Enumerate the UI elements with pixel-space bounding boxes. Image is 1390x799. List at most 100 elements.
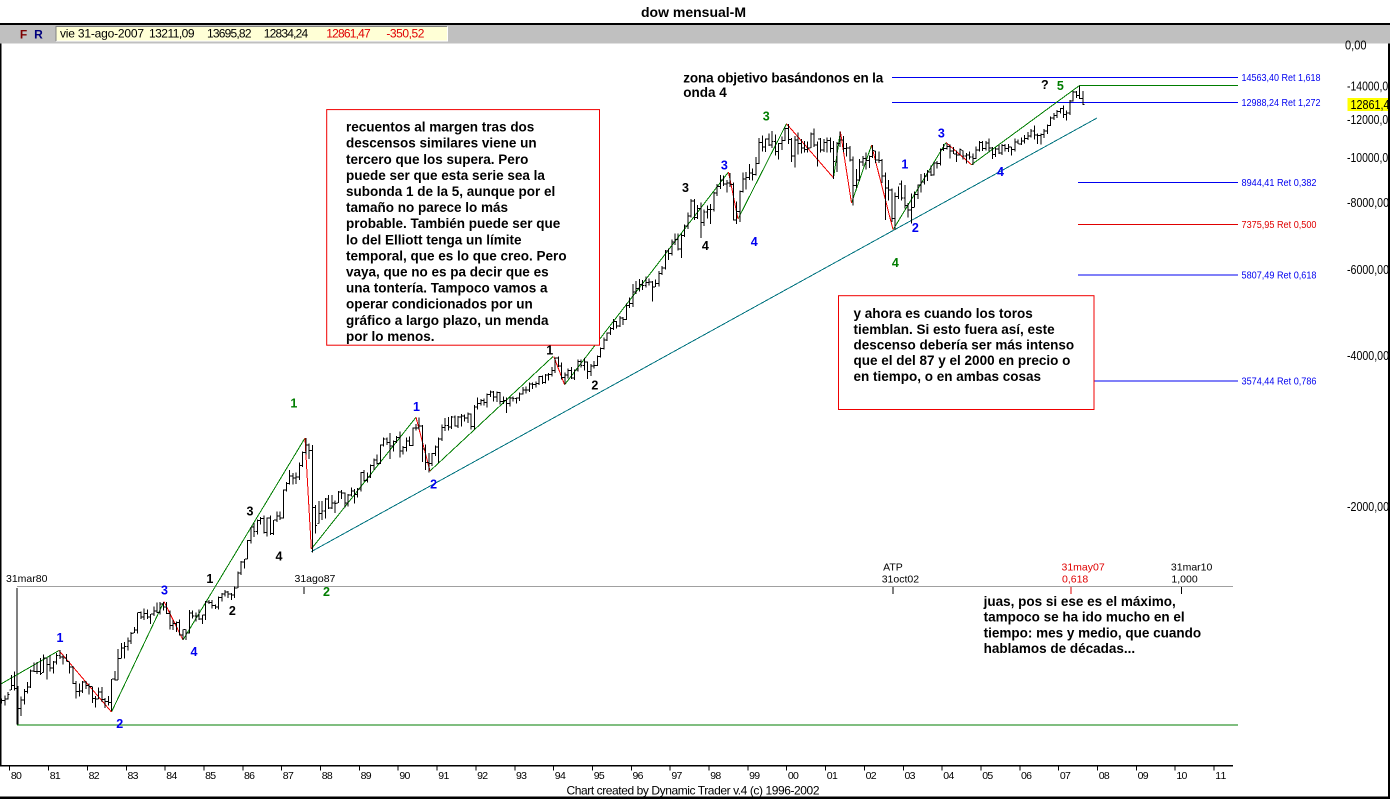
svg-text:31may07: 31may07 bbox=[1062, 562, 1105, 574]
svg-text:12988,24 Ret 1,272: 12988,24 Ret 1,272 bbox=[1242, 98, 1321, 109]
svg-text:tercero que los supera. Pero: tercero que los supera. Pero bbox=[346, 152, 528, 167]
svg-text:14563,40 Ret 1,618: 14563,40 Ret 1,618 bbox=[1242, 73, 1321, 84]
svg-text:4: 4 bbox=[702, 239, 709, 253]
svg-text:R: R bbox=[34, 28, 43, 42]
svg-text:4: 4 bbox=[892, 256, 899, 270]
svg-text:08: 08 bbox=[1099, 770, 1110, 782]
svg-text:2: 2 bbox=[430, 478, 437, 492]
svg-text:07: 07 bbox=[1060, 770, 1071, 782]
svg-text:5807,49 Ret 0,618: 5807,49 Ret 0,618 bbox=[1242, 271, 1317, 282]
svg-text:4: 4 bbox=[276, 549, 283, 563]
svg-text:temporal, que es lo que creo.: temporal, que es lo que creo. Pero bbox=[346, 248, 567, 263]
svg-text:descenso debería ser más inten: descenso debería ser más intenso bbox=[854, 338, 1075, 353]
svg-text:tamaño no parece lo más: tamaño no parece lo más bbox=[346, 200, 508, 215]
svg-text:90: 90 bbox=[399, 770, 410, 782]
svg-text:-8000,00: -8000,00 bbox=[1347, 195, 1389, 210]
svg-text:-2000,00: -2000,00 bbox=[1347, 499, 1389, 514]
svg-text:83: 83 bbox=[128, 770, 139, 782]
svg-text:84: 84 bbox=[166, 770, 177, 782]
svg-text:una tontería. Tampoco vamos a: una tontería. Tampoco vamos a bbox=[346, 281, 548, 296]
svg-text:que el del 87 y el 2000 en pre: que el del 87 y el 2000 en precio o bbox=[854, 353, 1071, 368]
svg-text:3: 3 bbox=[682, 181, 689, 195]
svg-text:1: 1 bbox=[206, 572, 213, 586]
svg-text:onda 4: onda 4 bbox=[683, 85, 727, 100]
svg-text:31mar80: 31mar80 bbox=[6, 573, 48, 585]
svg-text:descensos similares viene un: descensos similares viene un bbox=[346, 136, 537, 151]
svg-text:2: 2 bbox=[912, 221, 919, 235]
svg-text:4: 4 bbox=[191, 645, 198, 659]
svg-text:3: 3 bbox=[247, 505, 254, 519]
svg-text:13211,09: 13211,09 bbox=[149, 27, 195, 41]
svg-text:lo del Elliott tenga un límite: lo del Elliott tenga un límite bbox=[346, 232, 522, 247]
svg-text:2: 2 bbox=[323, 585, 330, 599]
svg-text:hablamos de décadas...: hablamos de décadas... bbox=[984, 641, 1136, 656]
svg-text:85: 85 bbox=[205, 770, 216, 782]
svg-text:13695,82: 13695,82 bbox=[207, 27, 252, 41]
svg-text:gráfico a largo plazo, un mend: gráfico a largo plazo, un menda bbox=[346, 313, 549, 328]
svg-text:en tiempo, o en ambas cosas: en tiempo, o en ambas cosas bbox=[854, 369, 1042, 384]
svg-text:y ahora es cuando los toros: y ahora es cuando los toros bbox=[854, 306, 1033, 321]
svg-text:96: 96 bbox=[633, 770, 644, 782]
svg-text:1,000: 1,000 bbox=[1171, 574, 1197, 586]
svg-text:5: 5 bbox=[1057, 79, 1064, 93]
svg-text:89: 89 bbox=[361, 770, 372, 782]
svg-text:1: 1 bbox=[901, 157, 908, 171]
svg-text:recuentos al margen tras dos: recuentos al margen tras dos bbox=[346, 120, 534, 135]
svg-text:0,00: 0,00 bbox=[1345, 38, 1367, 53]
svg-text:11: 11 bbox=[1215, 770, 1226, 782]
svg-text:03: 03 bbox=[905, 770, 916, 782]
svg-text:-10000,00: -10000,00 bbox=[1347, 150, 1390, 165]
svg-text:operar condicionados por un: operar condicionados por un bbox=[346, 297, 533, 312]
svg-text:-14000,00: -14000,00 bbox=[1347, 79, 1390, 94]
svg-text:3: 3 bbox=[938, 127, 945, 141]
svg-text:8944,41 Ret 0,382: 8944,41 Ret 0,382 bbox=[1242, 178, 1317, 189]
svg-text:12861,47: 12861,47 bbox=[326, 27, 371, 41]
svg-text:3: 3 bbox=[721, 159, 728, 173]
svg-text:2: 2 bbox=[591, 379, 598, 393]
svg-text:tampoco se ha ido mucho en el: tampoco se ha ido mucho en el bbox=[984, 610, 1185, 625]
svg-text:7375,95 Ret 0,500: 7375,95 Ret 0,500 bbox=[1242, 220, 1317, 231]
svg-text:31mar10: 31mar10 bbox=[1171, 562, 1213, 574]
svg-text:subonda 1 de la 5, aunque por: subonda 1 de la 5, aunque por el bbox=[346, 184, 555, 199]
svg-text:dow mensual-M: dow mensual-M bbox=[641, 4, 746, 20]
svg-text:80: 80 bbox=[11, 770, 22, 782]
svg-text:?: ? bbox=[1041, 78, 1049, 92]
svg-text:87: 87 bbox=[283, 770, 294, 782]
svg-text:3574,44 Ret 0,786: 3574,44 Ret 0,786 bbox=[1242, 377, 1317, 388]
svg-text:-350,52: -350,52 bbox=[386, 27, 424, 41]
svg-text:puede ser que esta serie sea l: puede ser que esta serie sea la bbox=[346, 168, 545, 183]
svg-text:04: 04 bbox=[943, 770, 954, 782]
svg-text:31ago87: 31ago87 bbox=[295, 573, 336, 585]
svg-text:4: 4 bbox=[997, 165, 1004, 179]
svg-text:vie 31-ago-2007: vie 31-ago-2007 bbox=[60, 27, 144, 41]
svg-text:09: 09 bbox=[1138, 770, 1149, 782]
svg-text:91: 91 bbox=[438, 770, 449, 782]
svg-text:zona objetivo basándonos en la: zona objetivo basándonos en la bbox=[683, 70, 883, 85]
svg-text:98: 98 bbox=[710, 770, 721, 782]
svg-text:por lo menos.: por lo menos. bbox=[346, 329, 435, 344]
svg-text:31oct02: 31oct02 bbox=[882, 574, 920, 586]
svg-text:2: 2 bbox=[229, 604, 236, 618]
svg-text:01: 01 bbox=[827, 770, 838, 782]
svg-text:00: 00 bbox=[788, 770, 799, 782]
svg-text:F: F bbox=[20, 28, 27, 42]
svg-text:1: 1 bbox=[546, 344, 553, 358]
svg-text:12834,24: 12834,24 bbox=[264, 27, 309, 41]
svg-text:1: 1 bbox=[290, 396, 297, 410]
svg-text:1: 1 bbox=[57, 631, 64, 645]
svg-text:93: 93 bbox=[516, 770, 527, 782]
svg-text:probable. También puede ser qu: probable. También puede ser que bbox=[346, 216, 561, 231]
svg-text:05: 05 bbox=[982, 770, 993, 782]
svg-text:-6000,00: -6000,00 bbox=[1347, 262, 1389, 277]
svg-text:86: 86 bbox=[244, 770, 255, 782]
svg-text:0,618: 0,618 bbox=[1062, 574, 1088, 586]
svg-text:82: 82 bbox=[89, 770, 100, 782]
svg-text:juas, pos si ese es el máximo,: juas, pos si ese es el máximo, bbox=[983, 594, 1176, 609]
svg-text:94: 94 bbox=[555, 770, 566, 782]
svg-text:ATP: ATP bbox=[883, 562, 903, 574]
svg-text:12861,47: 12861,47 bbox=[1351, 97, 1390, 112]
svg-text:99: 99 bbox=[749, 770, 760, 782]
svg-text:92: 92 bbox=[477, 770, 488, 782]
svg-text:3: 3 bbox=[161, 584, 168, 598]
svg-text:10: 10 bbox=[1176, 770, 1187, 782]
